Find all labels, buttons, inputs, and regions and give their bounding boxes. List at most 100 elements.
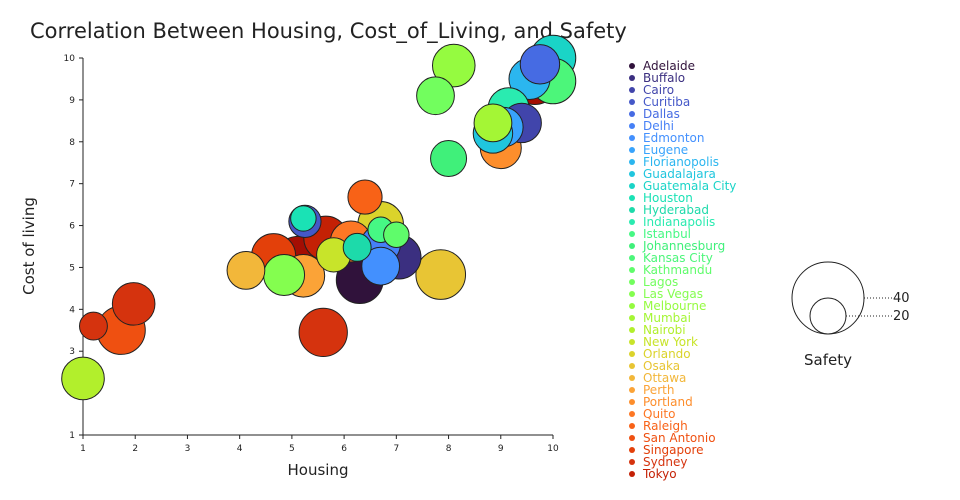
data-point[interactable] — [347, 179, 383, 215]
legend-item[interactable]: Indianapolis — [629, 215, 715, 229]
legend-swatch — [629, 183, 635, 189]
legend-label: Guatemala City — [643, 179, 736, 193]
x-tick-label: 5 — [289, 444, 295, 454]
legend-item[interactable]: Buffalo — [629, 71, 685, 85]
legend-item[interactable]: San Antonio — [629, 431, 716, 445]
legend-label: Kansas City — [643, 251, 713, 265]
data-point[interactable] — [383, 221, 410, 248]
legend-item[interactable]: Florianopolis — [629, 155, 719, 169]
x-tick-label: 2 — [132, 444, 138, 454]
data-point[interactable] — [61, 356, 105, 401]
data-point[interactable] — [226, 250, 266, 290]
legend-swatch — [629, 255, 635, 261]
data-point[interactable] — [519, 44, 561, 85]
data-point[interactable] — [263, 253, 306, 297]
legend-item[interactable]: Ottawa — [629, 371, 686, 385]
legend-item[interactable]: Portland — [629, 395, 693, 409]
legend-swatch — [629, 159, 635, 165]
legend-label: Delhi — [643, 119, 674, 133]
legend-item[interactable]: Kansas City — [629, 251, 713, 265]
legend-item[interactable]: Sydney — [629, 455, 687, 469]
legend-item[interactable]: Mumbai — [629, 311, 691, 325]
legend-item[interactable]: Kathmandu — [629, 263, 712, 277]
legend-swatch — [629, 219, 635, 225]
legend-swatch — [629, 99, 635, 105]
legend-item[interactable]: Adelaide — [629, 59, 695, 73]
data-point[interactable] — [79, 311, 108, 341]
legend-item[interactable]: Johannesburg — [629, 239, 725, 253]
legend-swatch — [629, 375, 635, 381]
legend-item[interactable]: New York — [629, 335, 698, 349]
x-tick-label: 7 — [393, 444, 399, 454]
legend-label: Tokyo — [642, 467, 677, 481]
legend-item[interactable]: Perth — [629, 383, 674, 397]
x-axis-title: Housing — [288, 461, 349, 479]
data-point[interactable] — [415, 249, 467, 300]
legend-swatch — [629, 303, 635, 309]
legend-item[interactable]: Edmonton — [629, 131, 705, 145]
y-tick-label: 6 — [69, 222, 75, 232]
legend-label: Raleigh — [643, 419, 688, 433]
legend-item[interactable]: Quito — [629, 407, 675, 421]
legend-swatch — [629, 471, 635, 477]
legend-label: Cairo — [643, 83, 674, 97]
legend-label: Mumbai — [643, 311, 691, 325]
x-tick-label: 4 — [237, 444, 243, 454]
legend-item[interactable]: Delhi — [629, 119, 674, 133]
legend-swatch — [629, 63, 635, 69]
y-tick-label: 1 — [69, 431, 75, 441]
data-point[interactable] — [111, 282, 156, 326]
legend-label: Perth — [643, 383, 674, 397]
legend-swatch — [629, 267, 635, 273]
legend-swatch — [629, 231, 635, 237]
legend-swatch — [629, 291, 635, 297]
legend-label: Quito — [643, 407, 675, 421]
legend-item[interactable]: Guatemala City — [629, 179, 736, 193]
legend-item[interactable]: Istanbul — [629, 227, 691, 241]
legend-label: Singapore — [643, 443, 704, 457]
legend-item[interactable]: Raleigh — [629, 419, 688, 433]
legend-label: Las Vegas — [643, 287, 703, 301]
legend-item[interactable]: Dallas — [629, 107, 680, 121]
legend-label: Melbourne — [643, 299, 706, 313]
legend-swatch — [629, 423, 635, 429]
legend-label: Kathmandu — [643, 263, 712, 277]
legend-swatch — [629, 339, 635, 345]
legend-item[interactable]: Nairobi — [629, 323, 686, 337]
legend-item[interactable]: Singapore — [629, 443, 704, 457]
legend-label: Istanbul — [643, 227, 691, 241]
legend-label: Eugene — [643, 143, 688, 157]
data-point[interactable] — [473, 103, 513, 143]
data-point[interactable] — [290, 205, 317, 232]
legend-swatch — [629, 387, 635, 393]
legend-label: Curitiba — [643, 95, 690, 109]
data-point[interactable] — [431, 43, 476, 88]
data-point[interactable] — [342, 232, 372, 262]
legend-label: Houston — [643, 191, 693, 205]
data-point[interactable] — [416, 76, 455, 116]
legend-swatch — [629, 327, 635, 333]
legend-item[interactable]: Cairo — [629, 83, 674, 97]
legend-swatch — [629, 399, 635, 405]
legend-item[interactable]: Eugene — [629, 143, 688, 157]
legend-item[interactable]: Melbourne — [629, 299, 706, 313]
y-tick-label: 8 — [69, 138, 75, 148]
legend-item[interactable]: Guadalajara — [629, 167, 716, 181]
legend-item[interactable]: Las Vegas — [629, 287, 703, 301]
legend-swatch — [629, 195, 635, 201]
data-point[interactable] — [361, 246, 401, 286]
data-point[interactable] — [430, 140, 468, 178]
legend-item[interactable]: Tokyo — [629, 467, 677, 481]
x-tick-label: 6 — [341, 444, 347, 454]
legend-swatch — [629, 279, 635, 285]
x-tick-label: 3 — [185, 444, 191, 454]
legend-item[interactable]: Orlando — [629, 347, 691, 361]
legend-item[interactable]: Hyderabad — [629, 203, 709, 217]
legend-item[interactable]: Lagos — [629, 275, 678, 289]
legend-item[interactable]: Curitiba — [629, 95, 690, 109]
legend-item[interactable]: Houston — [629, 191, 693, 205]
legend-label: Florianopolis — [643, 155, 719, 169]
legend-item[interactable]: Osaka — [629, 359, 680, 373]
legend-label: Guadalajara — [643, 167, 716, 181]
data-point[interactable] — [298, 307, 348, 358]
